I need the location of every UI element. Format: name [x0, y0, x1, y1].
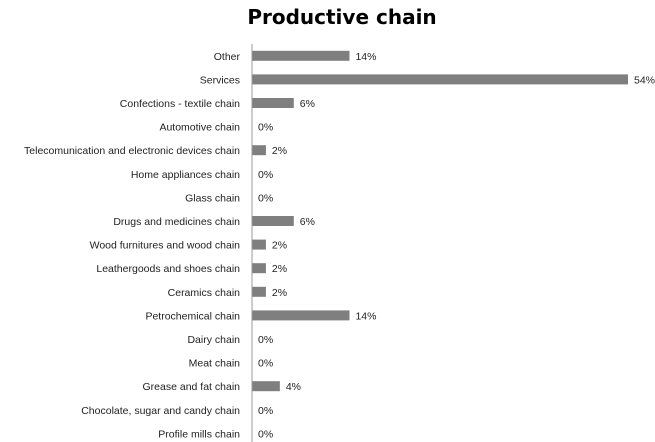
data-label: 2% [272, 263, 287, 275]
data-label: 0% [258, 334, 273, 346]
chart-title: Productive chain [247, 5, 436, 29]
data-label: 6% [300, 98, 315, 110]
category-label: Dairy chain [187, 334, 240, 346]
data-label: 6% [300, 216, 315, 228]
data-label: 14% [355, 310, 376, 322]
category-label: Drugs and medicines chain [113, 216, 240, 228]
category-label: Automotive chain [159, 122, 240, 134]
category-label: Profile mills chain [158, 428, 240, 440]
category-label: Other [214, 51, 241, 63]
category-label: Meat chain [189, 358, 241, 370]
category-label: Ceramics chain [168, 287, 241, 299]
category-label: Petrochemical chain [145, 310, 240, 322]
data-label: 4% [286, 381, 301, 393]
category-label: Home appliances chain [131, 169, 240, 181]
category-label: Services [200, 74, 240, 86]
category-labels: Other Services Confections - textile chain… [24, 51, 240, 441]
bar [252, 216, 294, 226]
bar [252, 145, 266, 156]
data-label: 0% [258, 405, 273, 417]
data-label: 2% [272, 240, 287, 252]
data-label: 2% [272, 145, 287, 157]
bar [252, 381, 280, 392]
data-label: 0% [258, 122, 273, 134]
data-label: 2% [272, 287, 287, 299]
category-label: Glass chain [185, 192, 240, 204]
category-label: Grease and fat chain [143, 381, 241, 393]
bar [252, 239, 266, 250]
category-label: Confections - textile chain [120, 98, 240, 110]
data-label: 0% [258, 192, 273, 204]
value-labels: 14% 54% 6% 0% 2% 0% 0% 6% 2% 2% 2% 14% 0% 0% 4% 0% 0% [258, 51, 655, 441]
bar [252, 286, 266, 297]
data-label: 54% [634, 74, 655, 86]
bar [252, 98, 294, 108]
category-label: Leathergoods and shoes chain [96, 263, 240, 275]
data-label: 0% [258, 358, 273, 370]
bar [252, 310, 350, 321]
bars [252, 50, 628, 392]
bar [252, 50, 350, 61]
category-label: Wood furnitures and wood chain [90, 240, 241, 252]
category-label: Chocolate, sugar and candy chain [81, 405, 240, 417]
bar [252, 263, 266, 274]
data-label: 0% [258, 428, 273, 440]
bar [252, 74, 628, 85]
data-label: 14% [355, 51, 376, 63]
data-label: 0% [258, 169, 273, 181]
category-label: Telecomunication and electronic devices … [24, 145, 240, 157]
